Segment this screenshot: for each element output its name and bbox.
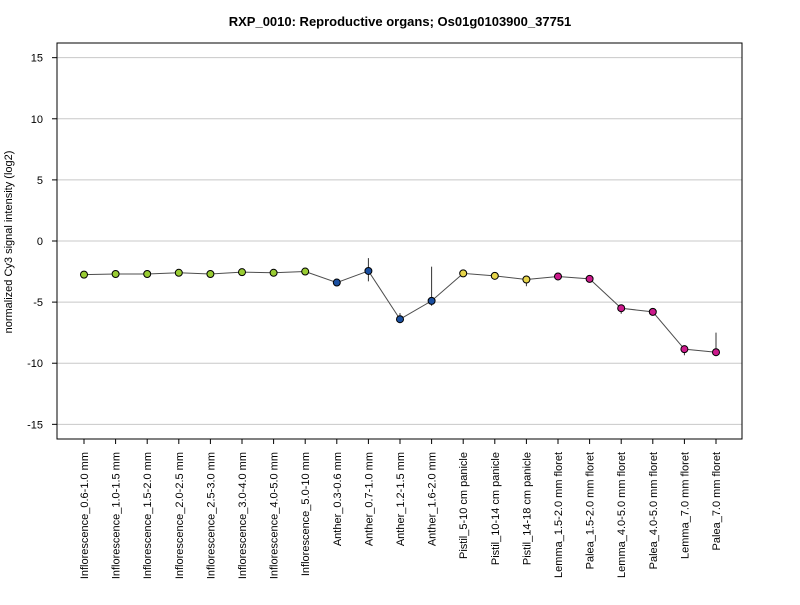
data-point [80,270,88,279]
x-tick-label: Pistil_10-14 cm panicle [490,452,502,565]
x-tick-label: Anther_0.3-0.6 mm [332,452,344,546]
data-point [301,267,310,276]
x-axis: Inflorescence_0.6-1.0 mm Inflorescence_1.… [79,439,723,579]
grid-lines [57,57,742,425]
data-point [238,268,246,277]
x-tick-label: Inflorescence_1.0-1.5 mm [111,452,123,579]
y-tick-label: -10 [27,358,43,370]
x-tick-label: Inflorescence_1.5-2.0 mm [142,452,154,579]
data-point [396,315,404,324]
x-tick-label: Anther_1.6-2.0 mm [427,452,439,546]
y-tick-label: -5 [33,297,43,309]
x-tick-label: Anther_0.7-1.0 mm [363,452,375,546]
y-axis: 15 10 5 0 -5 -10 -15 [27,53,57,431]
x-tick-label: Palea_1.5-2.0 mm floret [585,452,597,569]
x-tick-label: Inflorescence_2.0-2.5 mm [174,452,186,579]
data-point [111,270,120,278]
x-tick-label: Pistil_5-10 cm panicle [458,452,470,559]
data-point [617,304,626,313]
data-point [143,270,152,278]
x-tick-label: Lemma_7.0 mm floret [679,452,691,559]
x-tick-label: Inflorescence_0.6-1.0 mm [79,452,91,579]
data-point [712,348,720,357]
data-point [174,268,183,277]
data-point [269,268,278,277]
x-tick-label: Lemma_1.5-2.0 mm floret [553,452,565,578]
data-point [585,274,594,283]
y-tick-label: 5 [37,175,43,187]
x-tick-label: Inflorescence_2.5-3.0 mm [205,452,217,579]
data-point [427,296,436,305]
y-tick-label: 10 [31,114,43,126]
x-tick-label: Palea_7.0 mm floret [711,452,723,550]
data-point [648,307,657,316]
data-point [364,266,373,275]
x-tick-label: Inflorescence_3.0-4.0 mm [237,452,249,579]
data-point [522,275,531,284]
data-point [554,272,562,281]
y-axis-label: normalized Cy3 signal intensity (log2) [3,151,15,334]
x-tick-label: Pistil_14-18 cm panicle [521,452,533,565]
x-tick-label: Anther_1.2-1.5 mm [395,452,407,546]
x-tick-label: Palea_4.0-5.0 mm floret [648,452,660,569]
series-layer [80,258,720,357]
y-tick-label: -15 [27,419,43,431]
x-tick-label: Inflorescence_4.0-5.0 mm [269,452,281,579]
chart-title: RXP_0010: Reproductive organs; Os01g0103… [229,14,572,29]
data-point [206,270,215,278]
data-point [332,278,341,287]
data-point [680,345,689,354]
data-point [490,271,499,280]
data-point [459,269,468,278]
x-tick-label: Inflorescence_5.0-10 mm [300,452,312,576]
x-tick-label: Lemma_4.0-5.0 mm floret [616,452,628,578]
y-tick-label: 0 [37,236,43,248]
y-tick-label: 15 [31,53,43,65]
